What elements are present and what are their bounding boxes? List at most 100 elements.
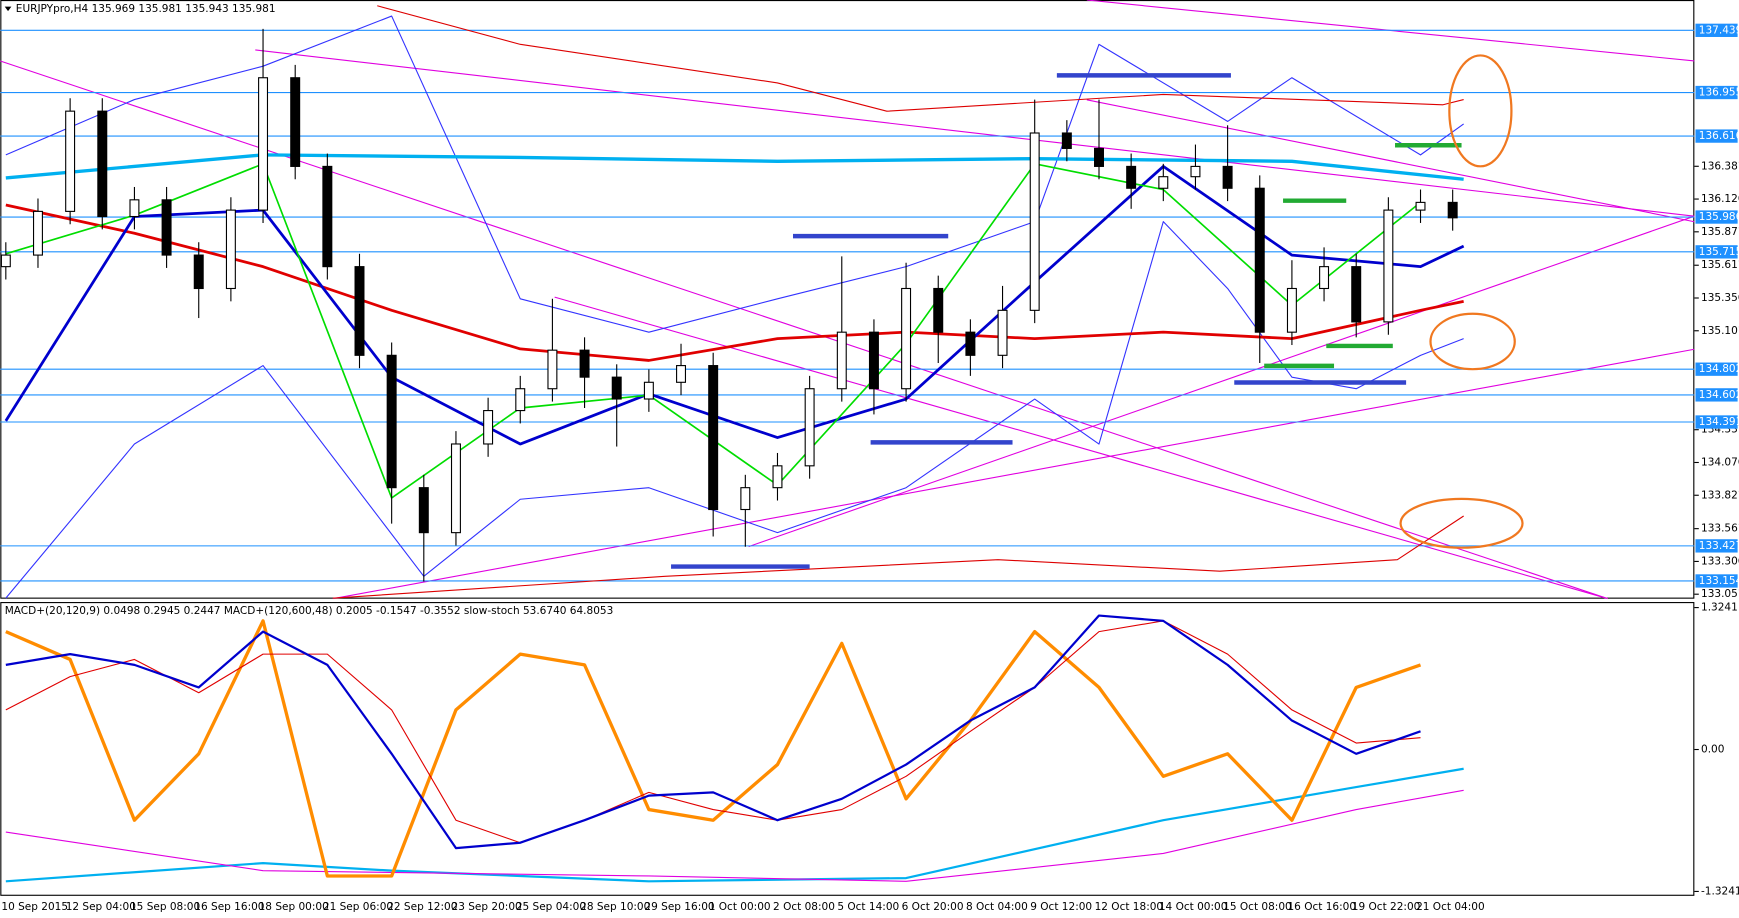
candle-body [418,487,429,534]
x-tick-label: 15 Sep 08:00 [130,901,200,913]
x-tick-label: 19 Oct 22:00 [1352,901,1421,913]
candle-body [1254,187,1265,333]
level-label: 137.439 [1699,24,1739,36]
level-label: 133.154 [1699,575,1739,587]
indicator-line [332,515,1464,599]
level-label-box [1695,129,1738,143]
candle-body [129,199,140,218]
candle-body [1447,201,1458,219]
candle-body [868,331,879,390]
price-panel [0,0,1695,599]
candle-body [1222,165,1233,189]
highlight-ellipse [1448,54,1513,168]
x-tick-label: 21 Oct 04:00 [1416,901,1485,913]
y-tick-label: -1.3241 [1701,885,1739,897]
level-label: 136.616 [1699,130,1739,142]
x-tick-label: 21 Sep 06:00 [323,901,393,913]
level-label-box [1695,415,1738,429]
candle-body [450,443,461,534]
candle-body [386,354,397,489]
candle-body [1383,209,1394,323]
candle-body [290,77,301,167]
candle-body [0,254,11,268]
x-tick-label: 5 Oct 14:00 [837,901,899,913]
candle-body [708,365,719,511]
candle-body [97,110,108,218]
highlight-ellipse [1399,497,1524,549]
candle-body [1351,266,1362,323]
indicator-line [377,5,1464,112]
indicator-line [5,767,1464,883]
y-tick-label: 133.051 [1701,588,1739,600]
candle-body [1158,176,1169,189]
y-tick-label: 135.871 [1701,226,1739,238]
level-label-box [1695,539,1738,553]
level-label: 134.391 [1699,416,1739,428]
candle-body [1029,132,1040,311]
y-tick-label: 136.381 [1701,160,1739,172]
x-tick-label: 18 Sep 00:00 [259,901,329,913]
indicator-panel [0,602,1695,896]
highlight-ellipse [1429,312,1516,371]
x-tick-label: 10 Sep 2015 [1,901,68,913]
indicator-plot [5,614,1464,883]
candle-body [32,210,43,256]
candle-body [901,287,912,390]
indicator-line [5,614,1421,850]
x-tick-label: 22 Sep 12:00 [387,901,457,913]
candle-body [772,465,783,489]
level-label-box [1695,362,1738,376]
x-tick-label: 28 Sep 10:00 [580,901,650,913]
x-tick-label: 23 Sep 20:00 [452,901,522,913]
candle-body [1126,165,1137,189]
x-tick-label: 16 Oct 16:00 [1287,901,1356,913]
level-label-box [1695,574,1738,588]
level-label: 134.602 [1699,389,1739,401]
level-label: 135.986 [1699,211,1739,223]
level-label: 134.802 [1699,363,1739,375]
y-tick-label: 133.306 [1701,555,1739,567]
candle-body [611,376,622,400]
candle-body [193,254,204,290]
y-tick-label: 133.821 [1701,489,1739,501]
candle-body [1415,201,1426,211]
candle-body [483,410,494,445]
level-label: 133.427 [1699,540,1739,552]
level-label-box [1695,85,1738,100]
trend-line [1086,99,1695,223]
indicator-title: MACD+(20,120,9) 0.0498 0.2945 0.2447 MAC… [5,605,614,617]
y-tick-label: 134.076 [1701,456,1739,468]
collapse-icon[interactable] [4,6,12,12]
y-tick-label: 135.611 [1701,259,1739,271]
indicator-line [5,619,1422,878]
candle-body [161,199,172,256]
candle-body [933,287,944,333]
level-label-box [1695,210,1738,224]
x-tick-label: 12 Sep 04:00 [66,901,136,913]
x-tick-label: 1 Oct 00:00 [709,901,771,913]
indicator-line [5,789,1464,882]
x-tick-label: 8 Oct 04:00 [966,901,1028,913]
candle-body [1061,132,1072,149]
annotations [671,54,1524,569]
trend-line [748,215,1695,548]
y-tick-label: 136.126 [1701,193,1739,205]
candle-body [322,165,333,268]
candle-body [676,365,687,383]
candle-body [579,349,590,378]
candle-body [643,381,654,400]
level-label-box [1695,23,1738,37]
trend-line [0,60,1609,599]
y-tick-label: 133.561 [1701,523,1739,535]
x-tick-label: 9 Oct 12:00 [1030,901,1092,913]
x-tick-label: 14 Oct 00:00 [1159,901,1228,913]
chart-title: EURJPYpro,H4 135.969 135.981 135.943 135… [16,3,276,15]
x-tick-label: 2 Oct 08:00 [773,901,835,913]
x-tick-label: 15 Oct 08:00 [1223,901,1292,913]
candle-body [354,266,365,356]
candle-body [1286,287,1297,333]
candle-body [1319,266,1330,290]
trend-line [332,348,1695,599]
